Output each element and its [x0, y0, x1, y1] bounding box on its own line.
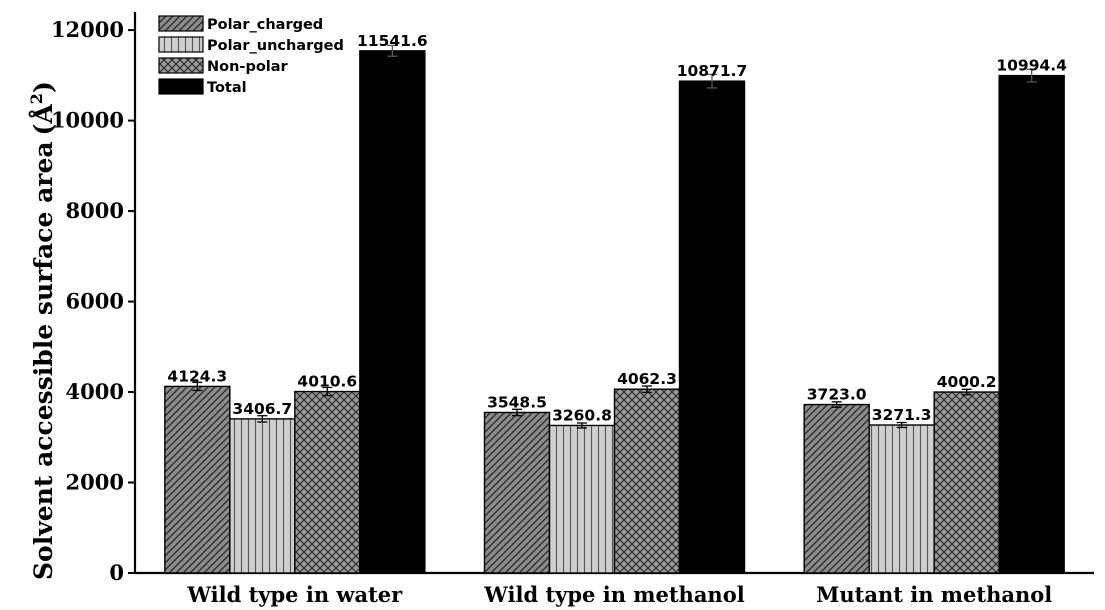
- category-label: Mutant in methanol: [816, 582, 1052, 607]
- data-label: 3406.7: [232, 400, 292, 418]
- legend-label: Polar_charged: [207, 17, 323, 33]
- data-label: 4000.2: [937, 373, 997, 391]
- data-label: 10871.7: [677, 62, 748, 80]
- bar: [613, 388, 681, 574]
- data-label: 3723.0: [807, 386, 867, 404]
- data-label: 4062.3: [617, 370, 677, 388]
- y-axis-label-unit: Å: [29, 104, 58, 125]
- y-axis-label-exponent: 2: [27, 93, 46, 104]
- bar: [998, 74, 1065, 574]
- bar: [483, 411, 551, 574]
- y-tick-label: 0: [109, 560, 124, 585]
- legend-label: Non-polar: [207, 59, 289, 75]
- data-label: 3260.8: [552, 406, 612, 424]
- y-tick-label: 10000: [51, 108, 124, 133]
- data-label: 3271.3: [872, 406, 932, 424]
- legend-label: Polar_uncharged: [207, 38, 344, 54]
- category-label: Wild type in water: [186, 582, 403, 607]
- bar: [359, 50, 426, 574]
- legend: Polar_charged Polar_uncharged Non-polar Tot…: [158, 15, 344, 96]
- data-label: 11541.6: [357, 32, 428, 50]
- bar: [164, 385, 231, 574]
- y-axis-label-close-paren: ): [29, 81, 58, 93]
- legend-swatch: [158, 57, 204, 74]
- y-tick-label: 8000: [66, 198, 124, 223]
- y-axis-label-text: Solvent accessible surface area: [29, 141, 58, 580]
- data-label: 3548.5: [487, 393, 547, 411]
- bar: [294, 390, 361, 574]
- bar: [868, 424, 935, 574]
- category-label: Wild type in methanol: [483, 582, 744, 607]
- y-tick-label: 6000: [66, 289, 124, 314]
- legend-swatch: [158, 78, 204, 95]
- data-label: 4124.3: [167, 367, 227, 385]
- data-label: 10994.4: [996, 57, 1067, 75]
- plot-area: 0 2000 4000 6000 8000 10000 12000 4124.3 3406.7 4…: [51, 12, 1094, 607]
- legend-swatch: [158, 36, 204, 53]
- y-tick-label: 2000: [66, 470, 124, 495]
- data-label: 4010.6: [297, 373, 357, 391]
- bar: [678, 80, 746, 574]
- legend-swatch: [158, 15, 204, 32]
- bar: [933, 391, 1000, 574]
- y-axis-label-open-paren: (: [29, 124, 58, 136]
- bar: [803, 403, 870, 574]
- bar: [229, 418, 296, 574]
- bar: [548, 424, 616, 574]
- legend-label: Total: [207, 80, 247, 96]
- y-tick-label: 4000: [66, 379, 124, 404]
- y-axis-label: Solvent accessible surface area (Å2): [27, 81, 58, 580]
- y-tick-label: 12000: [51, 17, 124, 42]
